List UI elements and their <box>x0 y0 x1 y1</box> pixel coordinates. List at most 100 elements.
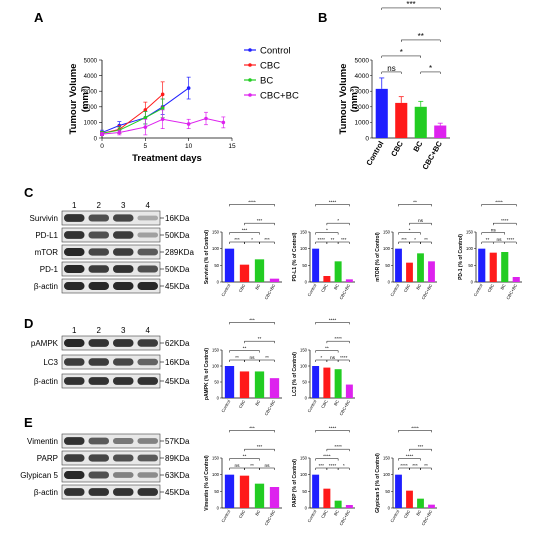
significance-bracket <box>481 204 517 207</box>
y-tick-label: 5000 <box>84 58 98 64</box>
bar <box>345 505 353 508</box>
significance-bracket <box>401 39 441 42</box>
legend-label: BC <box>260 76 273 87</box>
x-tick-label: CBC <box>320 283 329 293</box>
data-point <box>100 132 104 136</box>
lane-label: 2 <box>97 201 102 210</box>
blot-band <box>63 488 85 496</box>
quant-vimentin: 0 50 100 150 Control CBC BC CBC+BC Vimentin (% o… <box>204 425 282 526</box>
data-point <box>160 106 165 111</box>
significance-label: * <box>414 237 416 243</box>
significance-bracket <box>244 340 275 344</box>
x-tick-label: CBC+BC <box>338 399 351 416</box>
significance-bracket <box>259 241 275 244</box>
significance-bracket <box>244 448 275 452</box>
significance-label: ** <box>258 336 262 342</box>
protein-label: pAMPK <box>31 339 59 348</box>
y-tick-label: 1000 <box>355 120 370 127</box>
blot-band <box>137 488 159 496</box>
significance-label: *** <box>257 444 263 450</box>
x-tick-label: BC <box>415 283 422 291</box>
blot-band <box>63 437 85 445</box>
kda-label: 50KDa <box>165 265 190 274</box>
significance-label: **** <box>318 237 326 243</box>
significance-label: *** <box>249 425 255 431</box>
blot-band <box>112 377 134 385</box>
blot-band <box>88 437 110 445</box>
significance-label: *** <box>318 463 324 469</box>
series-line <box>101 107 163 134</box>
blot-band <box>137 282 159 290</box>
significance-bracket <box>420 71 441 74</box>
panel-label-b: B <box>318 10 327 25</box>
data-point <box>160 117 165 122</box>
y-axis-label-unit: (mm³) <box>80 86 91 112</box>
x-tick-label: CBC <box>320 399 329 409</box>
significance-bracket <box>420 467 432 470</box>
significance-label: **** <box>329 317 337 323</box>
blot-band <box>63 282 85 290</box>
bar <box>224 366 235 398</box>
y-tick-label: 0 <box>388 505 391 510</box>
data-point <box>117 130 122 135</box>
significance-label: ns <box>387 64 395 73</box>
x-tick-label: Control <box>220 399 231 413</box>
bar <box>428 504 435 508</box>
lane-label: 3 <box>121 326 126 335</box>
bar <box>239 371 250 398</box>
significance-label: ** <box>424 463 428 469</box>
kda-label: 45KDa <box>165 488 190 497</box>
x-tick-label: Control <box>389 283 400 297</box>
blot-band <box>88 471 110 479</box>
bar <box>323 488 331 508</box>
significance-label: * <box>337 218 339 224</box>
bar <box>489 252 497 282</box>
data-point <box>186 86 191 90</box>
blot-band <box>112 339 134 347</box>
blot-e: 1234Vimentin57KDaPARP89KDaGlypican 563KD… <box>20 433 190 500</box>
blot-band <box>112 248 134 256</box>
bar <box>434 125 447 138</box>
y-tick-label: 0 <box>94 136 98 142</box>
significance-bracket <box>337 359 350 362</box>
significance-label: *** <box>406 0 415 9</box>
blot-band <box>63 214 85 222</box>
significance-label: **** <box>495 199 503 205</box>
x-tick-label: CBC <box>238 399 247 409</box>
significance-label: ns <box>330 356 336 361</box>
x-tick-label: 10 <box>185 143 193 150</box>
significance-bracket <box>493 222 517 226</box>
significance-label: *** <box>242 228 248 234</box>
x-tick-label: Control <box>306 399 317 413</box>
blot-band <box>63 471 85 479</box>
bar <box>323 276 331 282</box>
blot-band <box>112 438 134 444</box>
significance-bracket <box>315 458 339 461</box>
x-tick-label: BC <box>411 139 425 153</box>
y-tick-label: 0 <box>217 505 220 510</box>
significance-label: **** <box>501 218 509 224</box>
y-tick-label: 150 <box>300 347 308 352</box>
lane-label: 1 <box>72 326 77 335</box>
bar <box>414 106 427 138</box>
blot-band <box>63 248 85 256</box>
significance-label: *** <box>249 317 255 323</box>
y-axis-label: Glypican 5 (% of Control) <box>375 453 381 513</box>
protein-label: Glypican 5 <box>20 471 58 480</box>
y-axis-label: PD-1 (% of Control) <box>458 234 464 280</box>
data-point <box>221 120 226 125</box>
x-tick-label: CBC <box>403 283 412 293</box>
blot-band <box>112 454 134 462</box>
x-tick-label: BC <box>333 283 340 291</box>
significance-label: ** <box>486 237 490 243</box>
protein-label: PARP <box>37 454 58 463</box>
significance-bracket <box>398 430 432 433</box>
panel-label-a: A <box>34 10 44 25</box>
blot-band <box>137 232 159 238</box>
significance-bracket <box>420 241 432 244</box>
significance-bracket <box>504 241 517 244</box>
x-tick-label: BC <box>254 509 261 517</box>
x-tick-label: 15 <box>228 143 236 150</box>
y-tick-label: 2000 <box>84 105 98 111</box>
kda-label: 57KDa <box>165 437 190 446</box>
